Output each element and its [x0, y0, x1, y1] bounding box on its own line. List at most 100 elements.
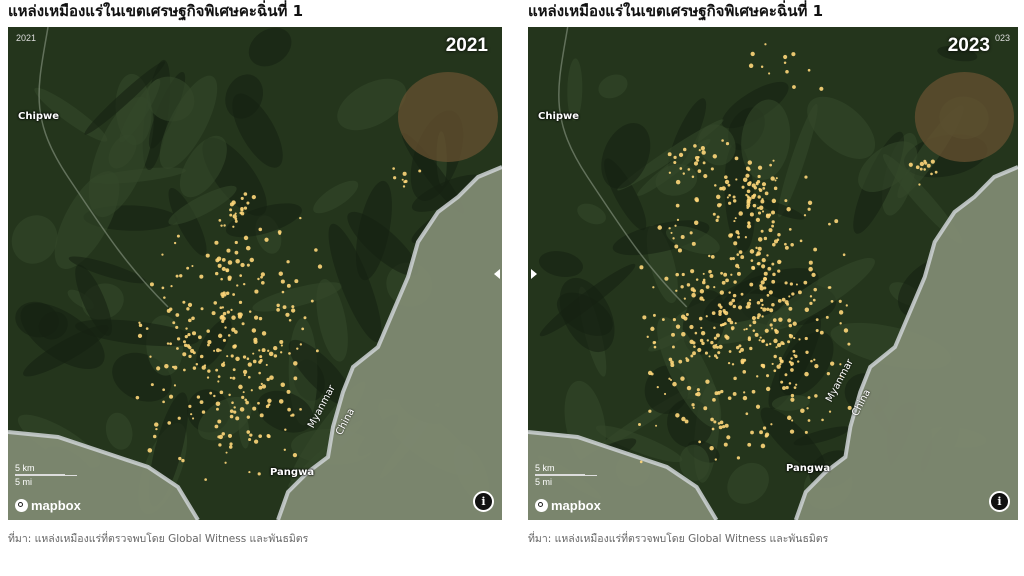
- mine-site-dot: [238, 300, 243, 305]
- mine-site-dot: [248, 470, 251, 474]
- mine-site-dot: [680, 234, 685, 239]
- mapbox-logo[interactable]: mapbox: [15, 498, 81, 513]
- mine-site-dot: [175, 313, 180, 317]
- ridge: [75, 264, 112, 336]
- mine-site-dot: [155, 427, 158, 431]
- mine-site-dot: [798, 338, 801, 341]
- mine-site-dot: [799, 239, 803, 243]
- mine-site-dot: [808, 260, 813, 265]
- mine-site-dot: [708, 254, 711, 258]
- mine-site-dot: [245, 400, 249, 405]
- mine-site-dot: [714, 458, 718, 461]
- mine-site-dot: [667, 152, 672, 157]
- ridge: [347, 211, 419, 276]
- mine-site-dot: [258, 434, 263, 439]
- mine-site-dot: [761, 210, 765, 213]
- ridge: [727, 462, 769, 504]
- mine-site-dot: [721, 280, 726, 285]
- mine-site-dot: [402, 171, 407, 176]
- mine-site-dot: [188, 354, 192, 359]
- ridge: [84, 61, 166, 135]
- mine-site-dot: [763, 236, 768, 241]
- mine-site-dot: [246, 430, 251, 434]
- mine-site-dot: [771, 279, 776, 284]
- mine-site-dot: [209, 391, 213, 395]
- mine-site-dot: [738, 350, 742, 353]
- mine-site-dot: [790, 397, 795, 402]
- mine-site-dot: [675, 413, 680, 418]
- mine-site-dot: [217, 419, 222, 424]
- mine-site-dot: [219, 306, 223, 310]
- mine-site-dot: [733, 376, 737, 381]
- mine-site-dot: [646, 335, 649, 338]
- ridge: [807, 96, 876, 159]
- mapbox-icon: [535, 499, 548, 512]
- border-line: [528, 430, 719, 520]
- mine-site-dot: [222, 311, 227, 316]
- mine-site-dot: [740, 255, 745, 260]
- mine-site-dot: [689, 231, 693, 235]
- mine-site-dot: [747, 305, 751, 309]
- mine-site-dot: [674, 244, 679, 249]
- mine-site-dot: [257, 401, 260, 405]
- mine-site-dot: [238, 384, 243, 390]
- ridge: [741, 99, 791, 180]
- mine-site-dot: [783, 54, 788, 60]
- mine-site-dot: [715, 343, 718, 346]
- info-icon[interactable]: i: [989, 491, 1010, 512]
- mine-site-dot: [788, 306, 793, 311]
- satellite-map-2023[interactable]: 023 2023 Chipwe Pangwa Myanmar China 5 k…: [528, 27, 1018, 520]
- mine-site-dot: [234, 219, 238, 223]
- ridge: [538, 251, 583, 278]
- mine-site-dot: [736, 456, 741, 460]
- mine-site-dot: [752, 193, 757, 198]
- mine-site-dot: [765, 343, 769, 347]
- mine-site-dot: [791, 419, 794, 422]
- ridge: [655, 164, 698, 196]
- mine-site-dot: [705, 315, 708, 318]
- mine-site-dot: [760, 199, 765, 204]
- mine-site-dot: [223, 224, 226, 227]
- mine-site-dot: [650, 326, 655, 332]
- mine-site-dot: [234, 250, 239, 255]
- info-icon[interactable]: i: [473, 491, 494, 512]
- mine-site-dot: [763, 277, 767, 281]
- mine-site-dot: [245, 245, 251, 251]
- mine-site-dot: [668, 171, 671, 174]
- mine-site-dot: [768, 213, 772, 217]
- mine-site-dot: [773, 369, 777, 373]
- mine-site-dot: [639, 460, 643, 464]
- mine-site-dot: [166, 342, 170, 345]
- mine-site-dot: [675, 179, 681, 185]
- mine-site-dot: [777, 232, 781, 237]
- mine-site-dot: [793, 386, 797, 390]
- mine-site-dot: [696, 159, 700, 162]
- arrow-right-icon[interactable]: [531, 269, 537, 279]
- mine-site-dot: [752, 203, 757, 208]
- mine-site-dot: [810, 359, 813, 363]
- mine-site-dot: [826, 372, 831, 376]
- mine-site-dot: [819, 86, 824, 91]
- mine-site-dot: [269, 375, 274, 380]
- mine-site-dot: [199, 274, 204, 279]
- mine-site-dot: [186, 307, 190, 311]
- mine-site-dot: [712, 212, 716, 216]
- mine-site-dot: [273, 354, 278, 358]
- mine-site-dot: [663, 392, 667, 396]
- mine-site-dot: [149, 282, 154, 287]
- mine-site-dot: [717, 391, 721, 395]
- mine-site-dot: [196, 395, 201, 399]
- satellite-map-2021[interactable]: 2021 2021 Chipwe Pangwa Myanmar China 5 …: [8, 27, 502, 520]
- mine-site-dot: [763, 271, 768, 276]
- mine-site-dot: [694, 331, 698, 335]
- mapbox-logo[interactable]: mapbox: [535, 498, 601, 513]
- arrow-left-icon[interactable]: [494, 269, 500, 279]
- mine-site-dot: [718, 309, 723, 314]
- mine-site-dot: [231, 200, 236, 205]
- mine-site-dot: [807, 200, 813, 205]
- mine-site-dot: [803, 280, 808, 285]
- mine-site-dot: [696, 388, 700, 392]
- mine-site-dot: [713, 354, 717, 358]
- mine-site-dot: [187, 302, 193, 307]
- mine-site-dot: [229, 376, 232, 379]
